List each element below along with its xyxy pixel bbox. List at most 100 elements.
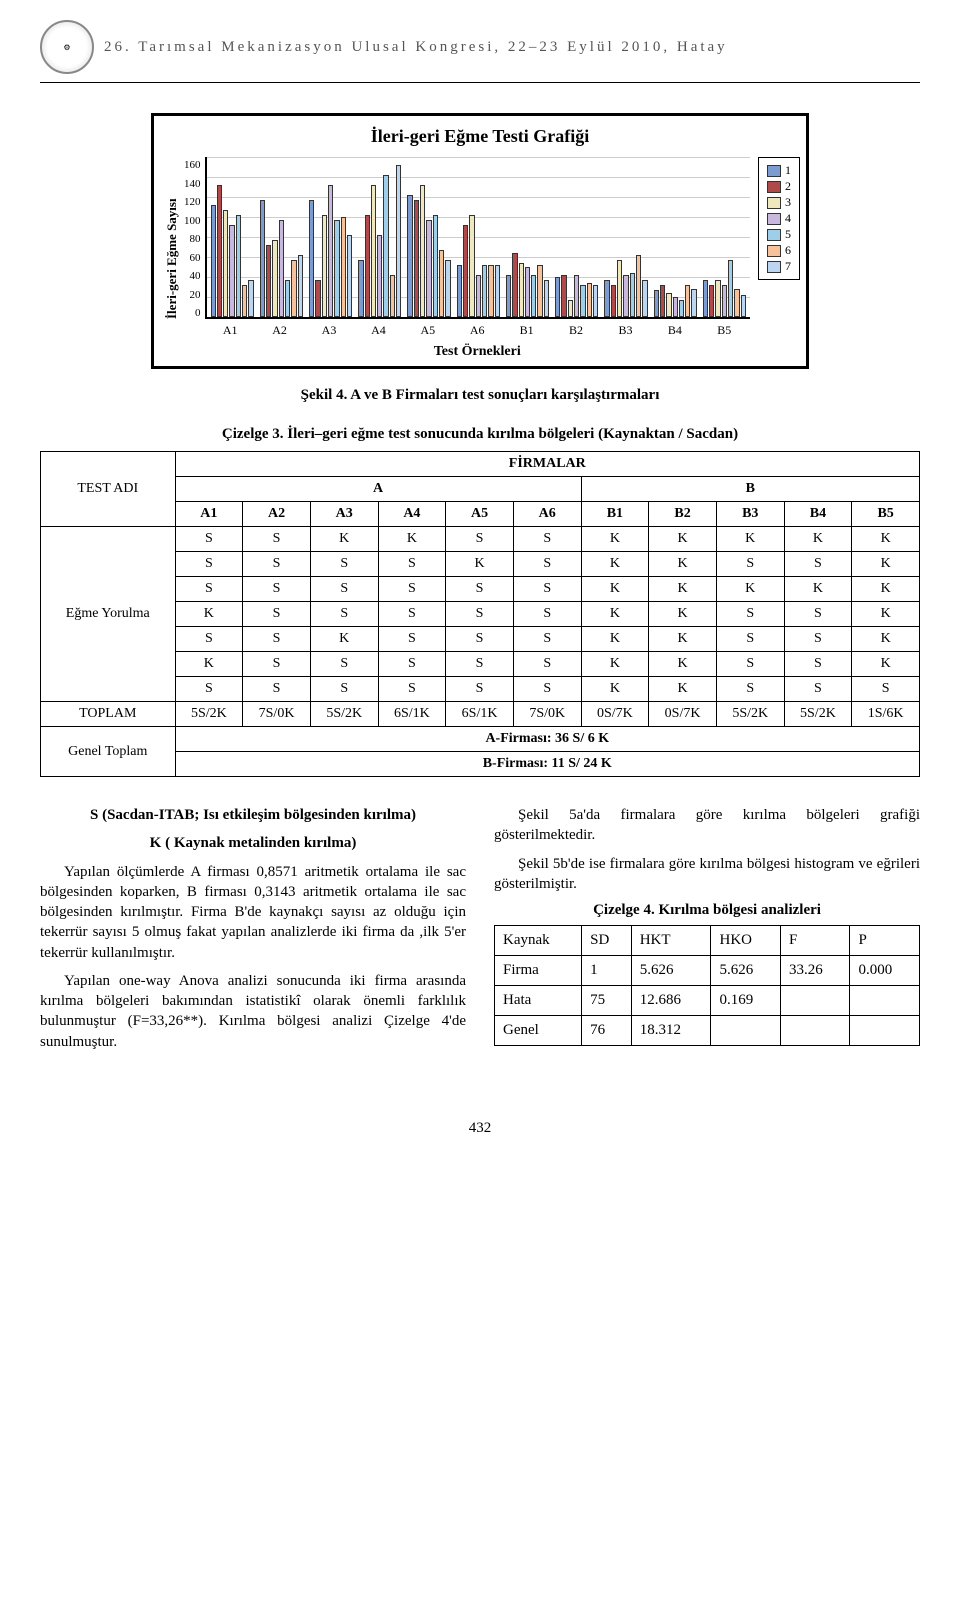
xtick: A2 bbox=[258, 323, 301, 338]
bar bbox=[358, 260, 363, 317]
table-cell: S bbox=[784, 552, 852, 577]
bar bbox=[679, 300, 684, 317]
legend-swatch bbox=[767, 261, 781, 273]
figure-caption: Şekil 4. A ve B Firmaları test sonuçları… bbox=[40, 387, 920, 404]
bar bbox=[298, 255, 303, 317]
table-cell: Genel bbox=[495, 1016, 582, 1046]
table-cell: K bbox=[852, 652, 920, 677]
row-group-label: Eğme Yorulma bbox=[41, 527, 176, 702]
table-cell: S bbox=[446, 527, 514, 552]
left-head1: S (Sacdan-ITAB; Isı etkileşim bölgesinde… bbox=[40, 805, 466, 825]
toplam-cell: 6S/1K bbox=[446, 702, 514, 727]
bar bbox=[630, 273, 635, 317]
legend-item: 6 bbox=[767, 243, 791, 258]
bar bbox=[495, 265, 500, 317]
bar bbox=[217, 185, 222, 317]
table-cell: S bbox=[310, 602, 378, 627]
bar bbox=[457, 265, 462, 317]
col-header: B2 bbox=[649, 502, 717, 527]
bar-group bbox=[358, 157, 401, 317]
toplam-cell: 1S/6K bbox=[852, 702, 920, 727]
bar bbox=[623, 275, 628, 317]
chart-plot bbox=[205, 157, 751, 319]
xtick: A3 bbox=[307, 323, 350, 338]
bar-group bbox=[654, 157, 697, 317]
bar bbox=[229, 225, 234, 317]
bar bbox=[211, 205, 216, 317]
bar bbox=[482, 265, 487, 317]
genel-a: A-Firması: 36 S/ 6 K bbox=[176, 727, 919, 752]
right-p2: Şekil 5b'de ise firmalara göre kırılma b… bbox=[494, 854, 920, 895]
col-header: A4 bbox=[378, 502, 446, 527]
main-table: TEST ADI FİRMALAR A B A1A2A3A4A5A6B1B2B3… bbox=[40, 451, 920, 777]
table-cell: S bbox=[716, 552, 784, 577]
page-number: 432 bbox=[40, 1120, 920, 1137]
bar bbox=[703, 280, 708, 317]
ytick: 20 bbox=[184, 289, 201, 301]
table-cell: S bbox=[243, 627, 311, 652]
table-row: Hata7512.6860.169 bbox=[495, 986, 920, 1016]
bar bbox=[341, 217, 346, 317]
table-cell: S bbox=[716, 677, 784, 702]
bar bbox=[279, 220, 284, 317]
header-divider bbox=[40, 82, 920, 83]
table-cell: K bbox=[784, 527, 852, 552]
ytick: 120 bbox=[184, 196, 201, 208]
toplam-cell: 0S/7K bbox=[581, 702, 649, 727]
logo: ⚙ bbox=[40, 20, 94, 74]
table-cell: K bbox=[852, 577, 920, 602]
toplam-label: TOPLAM bbox=[41, 702, 176, 727]
table-cell: K bbox=[446, 552, 514, 577]
table-cell: S bbox=[784, 627, 852, 652]
bar bbox=[512, 253, 517, 317]
table-cell: K bbox=[310, 627, 378, 652]
table-cell: S bbox=[852, 677, 920, 702]
table-cell: S bbox=[716, 652, 784, 677]
page-header: ⚙ 26. Tarımsal Mekanizasyon Ulusal Kongr… bbox=[40, 20, 920, 74]
table-cell: S bbox=[513, 577, 581, 602]
table-row: Eğme YorulmaSSKKSSKKKKK bbox=[41, 527, 920, 552]
table-cell: 5.626 bbox=[631, 956, 711, 986]
chart-xlabel: Test Örnekleri bbox=[205, 344, 751, 360]
table-cell: K bbox=[581, 552, 649, 577]
table-cell: S bbox=[446, 652, 514, 677]
bar bbox=[715, 280, 720, 317]
bar bbox=[587, 283, 592, 317]
table-cell: S bbox=[446, 627, 514, 652]
legend-swatch bbox=[767, 245, 781, 257]
bar bbox=[519, 263, 524, 317]
table-cell: K bbox=[649, 577, 717, 602]
bar bbox=[377, 235, 382, 317]
table-cell: S bbox=[243, 527, 311, 552]
table-cell: S bbox=[784, 677, 852, 702]
bar bbox=[383, 175, 388, 317]
table-cell: S bbox=[175, 577, 243, 602]
table-cell: 12.686 bbox=[631, 986, 711, 1016]
legend-label: 5 bbox=[785, 227, 791, 242]
toplam-cell: 5S/2K bbox=[716, 702, 784, 727]
bar bbox=[580, 285, 585, 317]
small-header-cell: P bbox=[850, 926, 920, 956]
table-cell bbox=[850, 1016, 920, 1046]
table-cell: S bbox=[513, 677, 581, 702]
table-cell: S bbox=[175, 677, 243, 702]
table-cell bbox=[780, 986, 849, 1016]
table-cell: S bbox=[243, 677, 311, 702]
table-cell: S bbox=[378, 677, 446, 702]
table-cell: S bbox=[243, 602, 311, 627]
bar bbox=[728, 260, 733, 317]
table-cell: 1 bbox=[582, 956, 632, 986]
table-cell: K bbox=[175, 652, 243, 677]
toplam-cell: 5S/2K bbox=[175, 702, 243, 727]
bar bbox=[242, 285, 247, 317]
legend-label: 4 bbox=[785, 211, 791, 226]
table-cell: S bbox=[513, 652, 581, 677]
legend-item: 7 bbox=[767, 259, 791, 274]
table-cell: K bbox=[581, 652, 649, 677]
table-row: Firma15.6265.62633.260.000 bbox=[495, 956, 920, 986]
table-cell: K bbox=[852, 527, 920, 552]
table-cell: K bbox=[581, 602, 649, 627]
table-cell: K bbox=[581, 627, 649, 652]
bar bbox=[445, 260, 450, 317]
bar bbox=[666, 293, 671, 317]
